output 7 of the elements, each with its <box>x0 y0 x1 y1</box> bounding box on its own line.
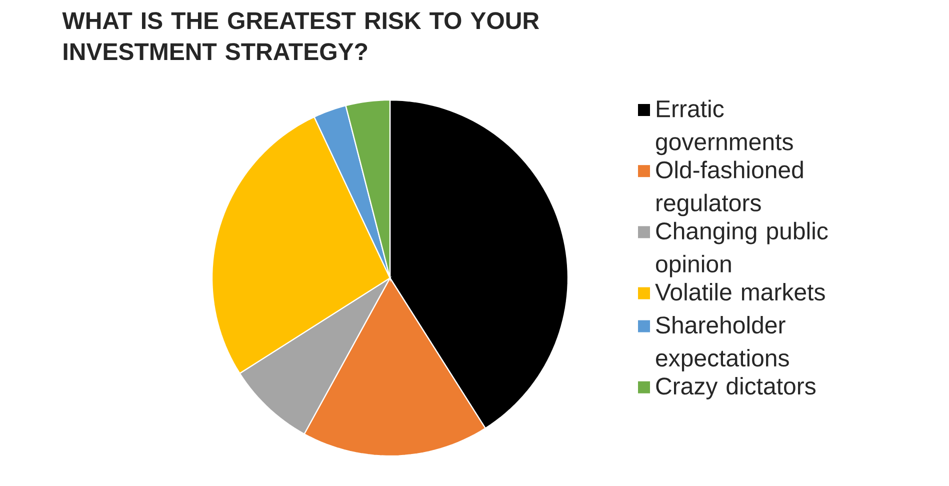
legend-label: Crazy dictators <box>656 377 816 400</box>
legend-label: Erratic governments <box>656 100 793 156</box>
chart-title: WHAT IS THE GREATEST RISK TO YOUR INVESTMENT STRATEGY? <box>62 12 540 60</box>
legend-label: Shareholder expectations <box>656 316 789 372</box>
legend-label: Volatile markets <box>655 282 825 301</box>
legend-label: Old-fashioned regulators <box>656 160 803 216</box>
legend-label: Changing public opinion <box>656 222 828 278</box>
